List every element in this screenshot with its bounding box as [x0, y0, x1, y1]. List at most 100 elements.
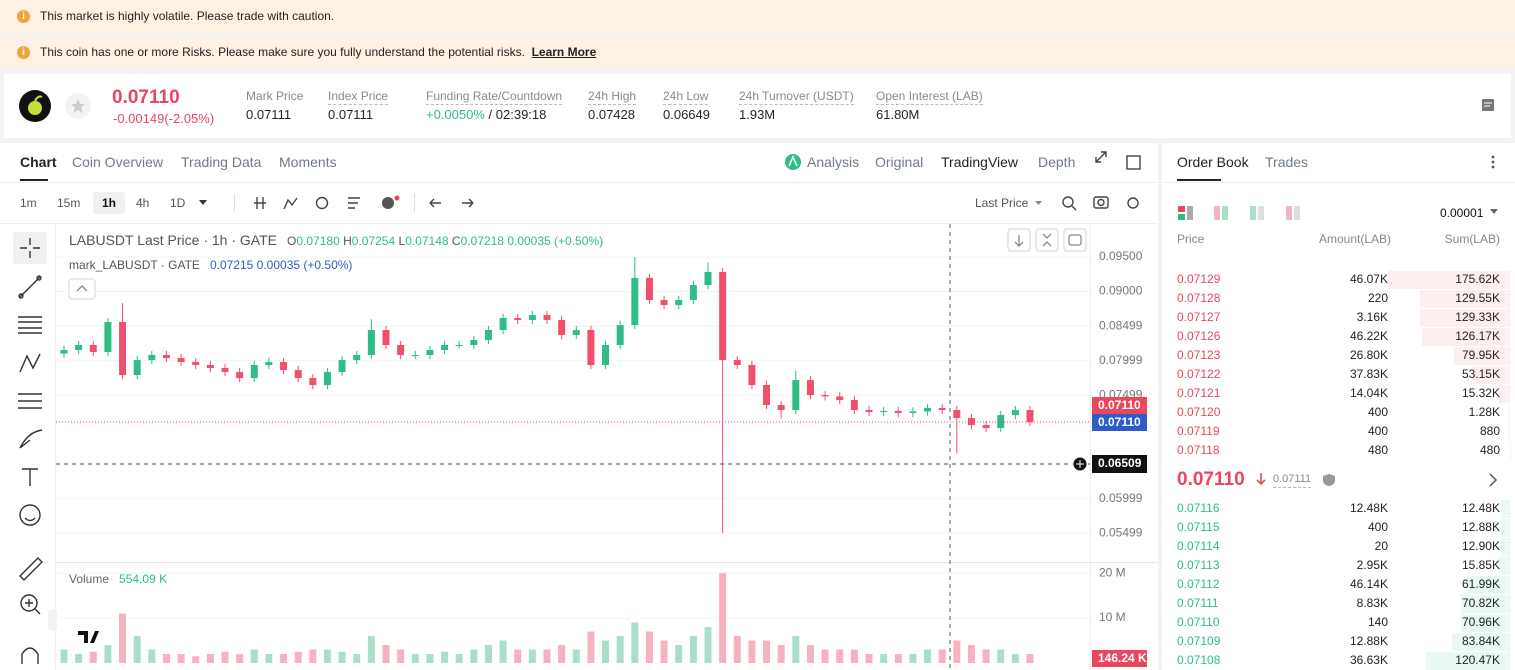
ask-price: 0.07123	[1177, 348, 1221, 362]
interval[interactable]: 4h	[136, 196, 150, 210]
stat-label: 24h High	[588, 89, 637, 105]
stat-value: +0.0050% / 02:39:18	[426, 107, 546, 123]
drawing-tools[interactable]	[13, 232, 47, 664]
candle-body	[441, 344, 449, 351]
candle-body	[236, 372, 244, 379]
depth-bar	[1454, 347, 1510, 365]
bid-price: 0.07115	[1177, 520, 1220, 534]
interval[interactable]: 15m	[57, 196, 81, 210]
sum: 12.48K	[1461, 501, 1500, 515]
interval[interactable]: 1D	[170, 196, 186, 210]
candle-body	[455, 344, 463, 346]
symbol: LABUSDT Last Price · 1h · GATE	[69, 232, 277, 248]
candle-body	[528, 315, 536, 321]
sum: 61.99K	[1461, 577, 1500, 591]
volume-bar	[177, 654, 185, 663]
stat-value: 61.80M	[876, 107, 919, 123]
column-header: Amount(LAB)	[1318, 232, 1391, 246]
stat-value: 61.80M	[876, 107, 920, 122]
tradingview-logo	[78, 631, 99, 643]
volume-bar	[997, 649, 1005, 663]
depth-bar	[1509, 404, 1510, 422]
y-tick-label: 0.09500	[1099, 249, 1143, 263]
dropdown-arrow[interactable]	[1490, 209, 1498, 215]
learn-more-link[interactable]: Learn More	[531, 45, 597, 59]
sum: 12.90K	[1461, 539, 1500, 553]
y-tick-label: 20 M	[1099, 565, 1126, 579]
tab[interactable]: Chart	[20, 154, 57, 170]
bid-price: 0.07110	[1177, 615, 1220, 629]
view-option[interactable]: TradingView	[941, 154, 1019, 170]
tab[interactable]: Moments	[279, 154, 337, 170]
amount: 12.88K	[1349, 634, 1388, 648]
candle-body	[894, 410, 902, 413]
last-price: 0.07110	[112, 87, 180, 108]
depth-bar	[1422, 328, 1510, 346]
ohlc-value: 0.07254	[351, 234, 396, 248]
risk-banner: i This coin has one or more Risks. Pleas…	[0, 36, 1515, 69]
sum: 175.62K	[1455, 272, 1500, 286]
sum: 83.84K	[1461, 634, 1500, 648]
depth-bar	[1388, 271, 1510, 289]
volume-bar	[587, 631, 595, 663]
stat-value: 0.07111	[246, 107, 292, 122]
tab[interactable]: Coin Overview	[72, 154, 164, 170]
volume-bar	[806, 645, 814, 663]
shield-icon	[1323, 474, 1335, 486]
precision[interactable]: 0.00001	[1440, 206, 1484, 220]
interval[interactable]: 1m	[20, 196, 37, 210]
candle-body	[924, 408, 932, 412]
collapse-handle[interactable]	[48, 610, 57, 630]
notes-icon[interactable]	[1480, 97, 1496, 113]
view-option[interactable]: Original	[875, 154, 924, 170]
candle-body	[309, 378, 317, 386]
volume-bar	[206, 654, 214, 663]
volume-bar	[119, 613, 127, 663]
divider	[1162, 182, 1515, 183]
depth-bar	[1460, 595, 1510, 613]
sum: 12.88K	[1461, 520, 1500, 534]
amount: 46.07K	[1349, 272, 1388, 286]
favorite-button[interactable]	[64, 92, 92, 120]
volume-bar	[1011, 654, 1019, 663]
tab[interactable]: Order Book	[1177, 154, 1249, 170]
bid-price: 0.07116	[1177, 501, 1220, 515]
stat-label: Mark Price	[246, 89, 304, 103]
depth-bar	[1426, 652, 1510, 670]
volume-legend: Volume 554.09 K	[69, 571, 167, 587]
sum: 53.15K	[1461, 367, 1500, 381]
ask-price: 0.07120	[1177, 405, 1221, 419]
sum: 880	[1479, 424, 1500, 438]
chart-buttons[interactable]	[68, 228, 1087, 300]
bid-price: 0.07112	[1177, 577, 1220, 591]
candle-body	[660, 299, 668, 306]
volume-bar	[909, 654, 917, 663]
interval[interactable]: 1h	[102, 196, 117, 210]
price-source[interactable]: Last Price	[975, 196, 1029, 210]
candle-body	[133, 360, 141, 376]
toolbar-icons[interactable]	[254, 151, 1141, 211]
volume-bar	[323, 649, 331, 663]
stat-label: 24h Low	[663, 89, 709, 105]
mark-value: 0.07215	[209, 258, 254, 272]
dropdown-arrow[interactable]	[199, 200, 207, 205]
view-option[interactable]: Depth	[1038, 154, 1076, 170]
volume-bar	[733, 636, 741, 663]
bid-price: 0.07109	[1177, 634, 1221, 648]
volume-bar	[455, 654, 463, 663]
tab[interactable]: Trading Data	[181, 154, 262, 170]
layout-toggles[interactable]	[1176, 204, 1306, 222]
ask-price: 0.07126	[1177, 329, 1221, 343]
candle-body	[602, 344, 610, 366]
volume-bar	[645, 631, 653, 663]
candle-body	[865, 410, 873, 413]
candle-body	[265, 362, 273, 366]
mark-price-label: 0.07110	[1098, 415, 1141, 429]
depth-bar	[1466, 576, 1510, 594]
view-option[interactable]: Analysis	[807, 154, 860, 170]
stat-value: 0.07428	[588, 107, 635, 122]
tab[interactable]: Trades	[1265, 154, 1309, 170]
candle-body	[382, 330, 390, 345]
more-menu[interactable]	[1488, 154, 1498, 170]
expand-arrow[interactable]	[1488, 473, 1498, 487]
